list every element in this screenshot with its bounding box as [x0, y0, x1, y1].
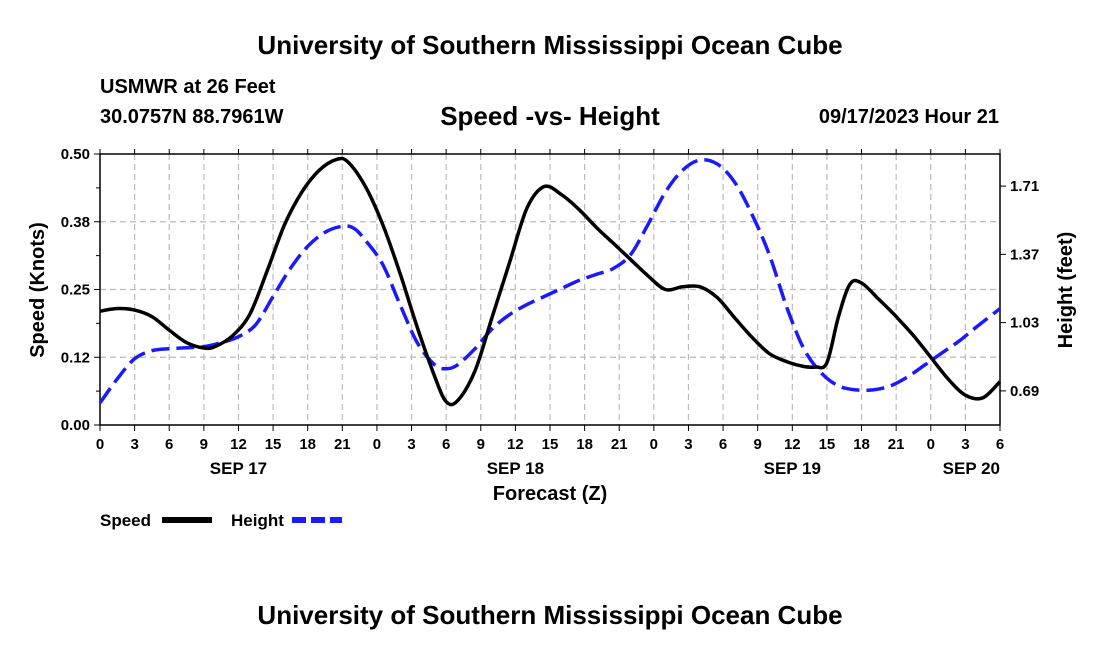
chart-grid [100, 154, 1000, 425]
x-tick-label: 9 [477, 436, 485, 453]
y-tick-label: 0.38 [61, 214, 90, 231]
y2-tick-label: 0.69 [1010, 383, 1039, 400]
x-tick-label: 21 [888, 436, 905, 453]
y2-tick-label: 1.37 [1010, 246, 1039, 263]
day-label: SEP 20 [943, 459, 1000, 478]
x-tick-label: 0 [373, 436, 381, 453]
x-tick-label: 9 [754, 436, 762, 453]
x-tick-label: 12 [507, 436, 524, 453]
legend: Speed Height [100, 511, 342, 530]
y2-tick-label: 1.71 [1010, 178, 1039, 195]
x-tick-label: 9 [200, 436, 208, 453]
y-tick-label: 0.50 [61, 146, 90, 163]
x-tick-label: 6 [996, 436, 1004, 453]
series-line-height [98, 157, 1002, 404]
y-tick-label: 0.25 [61, 282, 90, 299]
axis-ticks [94, 149, 1006, 431]
series-line-speed [99, 156, 1002, 407]
y2-axis-label: Height (feet) [1055, 232, 1077, 349]
x-tick-label: 0 [927, 436, 935, 453]
x-tick-label: 6 [442, 436, 450, 453]
legend-height-label: Height [231, 511, 284, 530]
page-title: University of Southern Mississippi Ocean… [257, 30, 843, 60]
x-tick-label: 6 [165, 436, 173, 453]
day-label: SEP 17 [210, 459, 267, 478]
x-tick-label: 18 [576, 436, 593, 453]
timestamp-label: 09/17/2023 Hour 21 [818, 106, 999, 128]
x-tick-label: 12 [784, 436, 801, 453]
chart-title: Speed -vs- Height [440, 101, 660, 131]
x-tick-label: 18 [299, 436, 316, 453]
x-tick-label: 21 [611, 436, 628, 453]
y-axis-label: Speed (Knots) [27, 222, 49, 358]
x-tick-label: 3 [961, 436, 969, 453]
y2-tick-label: 1.03 [1010, 315, 1039, 332]
x-tick-label: 0 [96, 436, 104, 453]
x-tick-label: 3 [684, 436, 692, 453]
x-tick-label: 12 [230, 436, 247, 453]
x-tick-label: 15 [265, 436, 282, 453]
location-label: 30.0757N 88.7961W [100, 106, 284, 128]
chart-series [98, 156, 1002, 407]
x-tick-label: 6 [719, 436, 727, 453]
y-tick-label: 0.12 [61, 349, 90, 366]
legend-speed-label: Speed [100, 511, 151, 530]
axis-labels: 0 3 6 9 12 15 18 21 0 3 6 9 12 15 18 21 0 3 6 9 12 15 18 21 0 3 6 S… [61, 146, 1039, 478]
station-label: USMWR at 26 Feet [100, 76, 276, 98]
footer-title: University of Southern Mississippi Ocean… [257, 600, 843, 630]
x-tick-label: 18 [853, 436, 870, 453]
x-tick-label: 3 [130, 436, 138, 453]
y-tick-label: 0.00 [61, 417, 90, 434]
x-axis-label: Forecast (Z) [493, 483, 607, 505]
x-tick-label: 0 [650, 436, 658, 453]
x-tick-label: 21 [334, 436, 351, 453]
x-tick-label: 3 [407, 436, 415, 453]
x-tick-label: 15 [542, 436, 559, 453]
day-label: SEP 18 [487, 459, 544, 478]
x-tick-label: 15 [819, 436, 836, 453]
day-label: SEP 19 [764, 459, 821, 478]
